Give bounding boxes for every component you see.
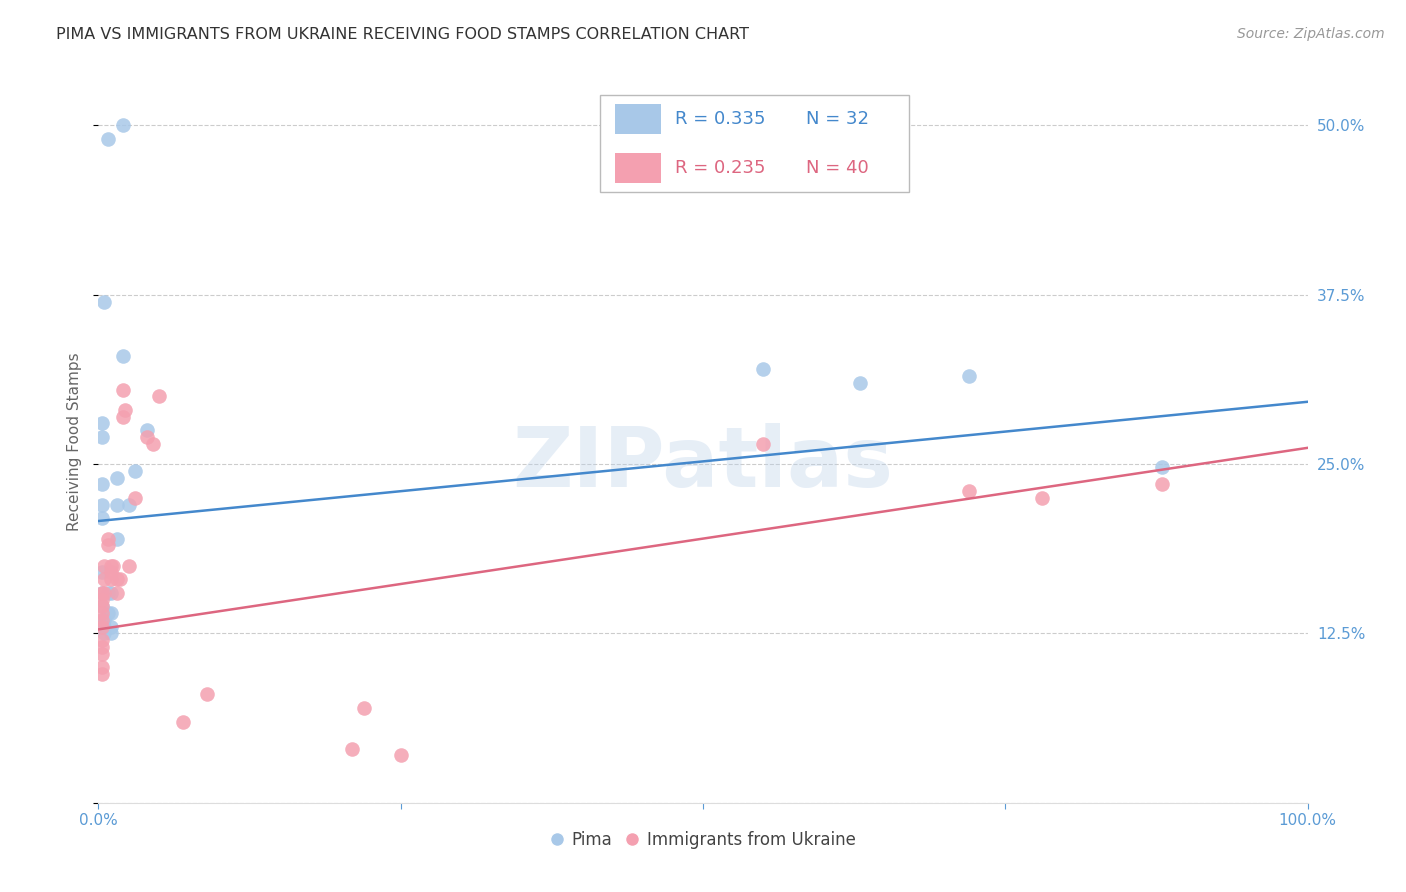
- Point: [91, 511, 114, 525]
- Point: [93, 586, 115, 600]
- Point: [91, 430, 114, 444]
- Bar: [614, 104, 661, 135]
- Point: [105, 532, 128, 546]
- Point: [105, 586, 128, 600]
- Point: [100, 566, 122, 580]
- Point: [91, 660, 114, 674]
- Point: [111, 409, 134, 424]
- Point: [957, 484, 980, 499]
- Point: [91, 417, 114, 431]
- Point: [135, 423, 157, 437]
- Point: [101, 558, 124, 573]
- Point: [91, 633, 114, 648]
- Point: [135, 430, 157, 444]
- Point: [93, 620, 115, 634]
- Point: [100, 620, 122, 634]
- Point: [100, 606, 122, 620]
- Point: [91, 592, 114, 607]
- Point: [97, 132, 120, 146]
- Point: [97, 606, 120, 620]
- Point: [97, 586, 120, 600]
- Point: [97, 538, 120, 552]
- Point: [849, 376, 872, 390]
- Text: Source: ZipAtlas.com: Source: ZipAtlas.com: [1237, 27, 1385, 41]
- Point: [91, 599, 114, 614]
- Point: [1152, 459, 1174, 474]
- Point: [93, 613, 115, 627]
- Point: [93, 572, 115, 586]
- Point: [91, 498, 114, 512]
- Point: [124, 464, 146, 478]
- Point: [91, 599, 114, 614]
- Point: [91, 477, 114, 491]
- Point: [100, 586, 122, 600]
- Point: [111, 383, 134, 397]
- Text: PIMA VS IMMIGRANTS FROM UKRAINE RECEIVING FOOD STAMPS CORRELATION CHART: PIMA VS IMMIGRANTS FROM UKRAINE RECEIVIN…: [56, 27, 749, 42]
- Point: [100, 558, 122, 573]
- Point: [91, 566, 114, 580]
- Point: [91, 606, 114, 620]
- Point: [91, 586, 114, 600]
- Point: [108, 572, 131, 586]
- Point: [105, 470, 128, 484]
- Point: [1031, 491, 1053, 505]
- Point: [105, 498, 128, 512]
- Point: [389, 748, 412, 763]
- Y-axis label: Receiving Food Stamps: Receiving Food Stamps: [67, 352, 83, 531]
- Point: [91, 613, 114, 627]
- Point: [91, 667, 114, 681]
- Point: [752, 437, 775, 451]
- Text: N = 40: N = 40: [806, 159, 869, 177]
- Point: [91, 640, 114, 654]
- Point: [1152, 477, 1174, 491]
- Point: [118, 558, 141, 573]
- Point: [97, 532, 120, 546]
- Point: [353, 701, 375, 715]
- Point: [93, 558, 115, 573]
- Point: [142, 437, 165, 451]
- Text: ZIPatlas: ZIPatlas: [513, 423, 893, 504]
- Point: [118, 498, 141, 512]
- Point: [195, 687, 218, 701]
- Point: [111, 119, 134, 133]
- Bar: [614, 153, 661, 183]
- FancyBboxPatch shape: [600, 95, 908, 193]
- Text: R = 0.235: R = 0.235: [675, 159, 766, 177]
- Point: [93, 294, 115, 309]
- Text: R = 0.335: R = 0.335: [675, 110, 766, 128]
- Point: [105, 572, 128, 586]
- Point: [342, 741, 364, 756]
- Point: [91, 620, 114, 634]
- Text: N = 32: N = 32: [806, 110, 869, 128]
- Point: [93, 626, 115, 640]
- Point: [957, 369, 980, 384]
- Point: [100, 626, 122, 640]
- Point: [91, 647, 114, 661]
- Point: [111, 349, 134, 363]
- Point: [114, 403, 136, 417]
- Point: [100, 572, 122, 586]
- Legend: Pima, Immigrants from Ukraine: Pima, Immigrants from Ukraine: [543, 824, 863, 856]
- Point: [91, 586, 114, 600]
- Point: [124, 491, 146, 505]
- Point: [752, 362, 775, 376]
- Point: [172, 714, 194, 729]
- Point: [148, 389, 170, 403]
- Point: [91, 613, 114, 627]
